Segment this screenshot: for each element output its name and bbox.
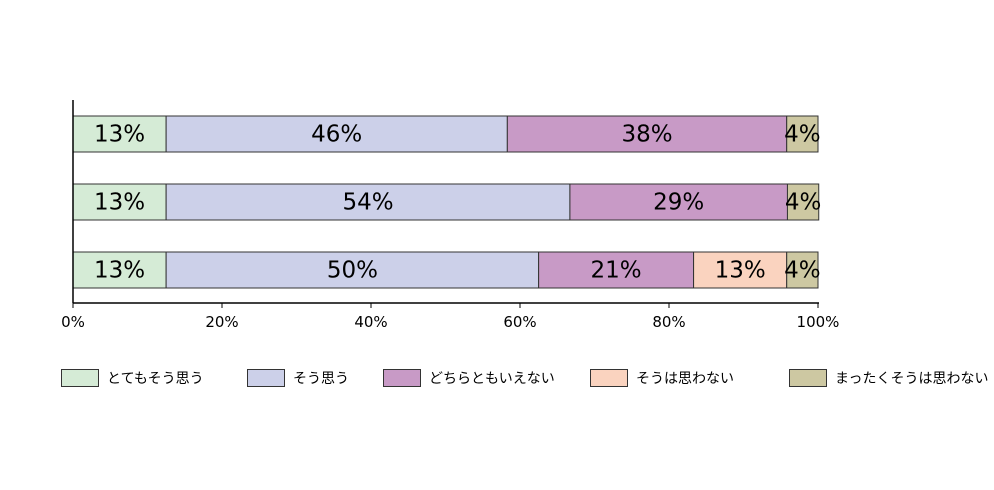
bar-segment (786, 183, 820, 221)
data-label: 4% (784, 258, 821, 284)
data-label: 13% (94, 190, 145, 216)
x-tick-label: 100% (797, 313, 840, 331)
bar-segment (786, 115, 819, 153)
legend-swatch (383, 369, 421, 387)
data-label: 4% (785, 190, 822, 216)
bar-segment (165, 115, 508, 153)
legend-label: どちらともいえない (429, 371, 555, 387)
legend-item: そうは思わない (590, 367, 734, 389)
legend-label: まったくそうは思わない (835, 371, 989, 387)
legend-item: とてもそう思う (61, 367, 204, 389)
bar-segment (786, 251, 819, 289)
legend-item: まったくそうは思わない (789, 367, 988, 389)
x-tick-label: 40% (354, 313, 387, 331)
bar-segment (693, 251, 788, 289)
x-tick-label: 80% (652, 313, 685, 331)
legend-swatch (247, 369, 285, 387)
legend-label: そうは思わない (636, 371, 734, 387)
legend-label: そう思う (293, 371, 349, 387)
data-label: 38% (621, 122, 672, 148)
x-tick-label: 0% (61, 313, 85, 331)
bar-segment (72, 115, 167, 153)
data-label: 54% (342, 190, 393, 216)
data-label: 46% (311, 122, 362, 148)
data-label: 29% (653, 190, 704, 216)
x-tick-label: 20% (205, 313, 238, 331)
legend-item: そう思う (247, 367, 349, 389)
bar-segment (165, 251, 540, 289)
bar-segments (72, 115, 820, 289)
data-label: 13% (715, 258, 766, 284)
axes (72, 100, 819, 304)
legend-item: どちらともいえない (383, 367, 555, 389)
data-labels: 13% 46% 38% 4% 13% 54% 29% 4% 13% 50% 21% 13% 4% (94, 122, 821, 284)
data-label: 4% (784, 122, 821, 148)
legend-swatch (590, 369, 628, 387)
bar-segment (165, 183, 571, 221)
bar-segment (506, 115, 788, 153)
data-label: 50% (327, 258, 378, 284)
data-label: 13% (94, 122, 145, 148)
legend-label: とてもそう思う (107, 371, 204, 387)
bar-segment (72, 183, 167, 221)
data-label: 21% (591, 258, 642, 284)
bar-segment (569, 183, 788, 221)
data-label: 13% (94, 258, 145, 284)
x-axis-ticks: 0% 20% 40% 60% 80% 100% (61, 303, 839, 331)
legend-swatch (61, 369, 99, 387)
x-tick-label: 60% (503, 313, 536, 331)
legend-swatch (789, 369, 827, 387)
